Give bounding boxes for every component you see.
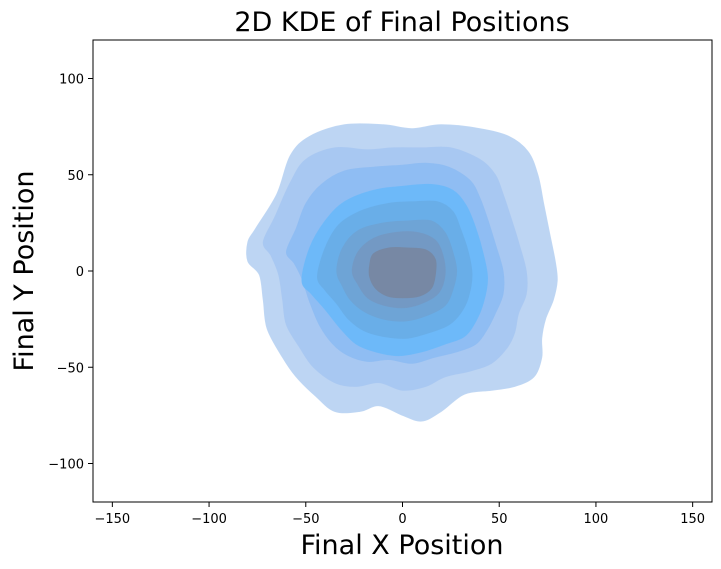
x-tick-label: 100 [584,512,609,527]
x-tick-label: −150 [94,512,130,527]
y-axis-label: Final Y Position [9,170,40,371]
x-axis: −150 −100 −50 0 50 100 150 [94,502,705,527]
x-tick-label: −50 [292,512,319,527]
kde-contour-level-8 [368,246,437,299]
y-tick-label: −100 [48,458,84,473]
y-axis: −100 −50 0 50 100 [48,73,93,473]
chart-title: 2D KDE of Final Positions [234,7,569,38]
y-tick-label: 100 [59,73,84,88]
plot-area [246,123,558,422]
y-tick-label: −50 [57,361,84,376]
x-tick-label: 50 [491,512,508,527]
x-tick-label: −100 [191,512,227,527]
x-tick-label: 0 [398,512,406,527]
y-tick-label: 0 [76,265,84,280]
y-tick-label: 50 [67,169,84,184]
x-tick-label: 150 [680,512,705,527]
x-axis-label: Final X Position [300,530,503,561]
